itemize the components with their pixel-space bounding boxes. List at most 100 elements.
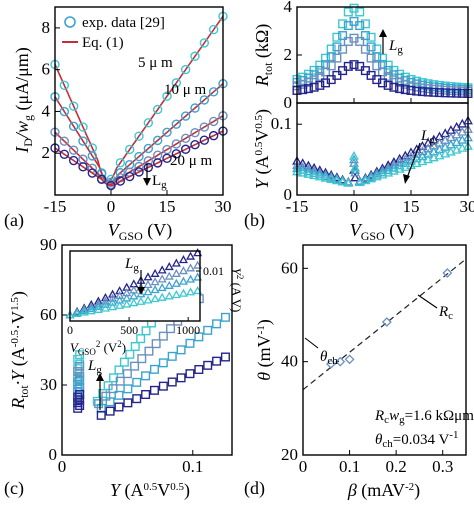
- rtot-point: [395, 84, 405, 94]
- rtot-point: [309, 82, 319, 92]
- data-point-5um: [78, 122, 88, 132]
- data-point-20um: [96, 174, 107, 185]
- inset-point: [86, 303, 96, 313]
- ry-point: [203, 360, 213, 370]
- ry-point: [149, 385, 159, 395]
- y-point: [350, 162, 361, 172]
- arrow-shaft: [406, 142, 421, 179]
- arrow-head: [137, 287, 145, 295]
- inset-point: [129, 298, 139, 307]
- data-point-5um: [180, 64, 191, 75]
- ry-clump-point: [73, 364, 83, 374]
- panel-a-xtick-label: -15: [44, 197, 67, 216]
- panel-b-bottom-frame: [296, 102, 469, 196]
- rtot-point: [321, 53, 331, 63]
- y-point: [350, 165, 361, 174]
- y-point: [417, 156, 428, 166]
- y-point: [350, 172, 361, 182]
- y-point: [349, 150, 359, 160]
- arrow-head: [379, 29, 387, 37]
- inset-point: [136, 289, 146, 298]
- rtot-point: [378, 78, 388, 88]
- inset-point: [150, 277, 160, 286]
- inset-point: [171, 290, 181, 299]
- panel-a-xtick-label: 0: [107, 197, 116, 216]
- rc-pointer: [417, 294, 438, 309]
- ry-clump-point: [75, 401, 85, 411]
- inset-ticks: 0 500 1000 0.01: [67, 264, 224, 337]
- panel-c-xtick-label: 0.1: [182, 457, 203, 476]
- y-point: [377, 169, 388, 179]
- panel-d-frame: [302, 244, 467, 456]
- ry-clump-point: [75, 395, 85, 405]
- rtot-point: [389, 82, 399, 92]
- panel-b-xtick-label: 30: [460, 197, 474, 216]
- data-point-5um: [162, 91, 172, 101]
- rtot-point: [378, 67, 388, 77]
- data-point-15um: [68, 145, 79, 155]
- ry-point: [220, 352, 230, 362]
- rtot-point: [303, 77, 313, 87]
- data-point-5um: [208, 24, 219, 35]
- inset-point: [171, 278, 181, 287]
- ry-clump-point: [73, 392, 83, 402]
- panel-d-xlabel: β (mAV-2): [347, 480, 420, 501]
- panel-a-xtick-label: 30: [215, 197, 232, 216]
- rtot-point: [332, 32, 342, 42]
- y-point: [457, 142, 468, 152]
- y-point: [434, 150, 445, 160]
- y-point: [388, 165, 399, 175]
- data-point-20um: [78, 162, 88, 172]
- rtot-point: [360, 44, 370, 54]
- panel-d-xtick-label: 0.1: [339, 457, 360, 476]
- panel-a-ticks: -15 0 15 30 2 4 6 8: [42, 18, 232, 216]
- arrow-head: [96, 373, 104, 381]
- panel-a-legend: exp. data [29] Eq. (1): [62, 15, 165, 51]
- arrow-label-lg: Lg: [124, 256, 139, 274]
- data-point-5um: [115, 158, 126, 168]
- y-point: [350, 167, 361, 177]
- rtot-point: [321, 67, 331, 77]
- fit-curve-15um: [54, 115, 224, 186]
- data-point-10um: [152, 135, 163, 146]
- ry-point: [115, 376, 125, 386]
- ry-point: [158, 331, 168, 341]
- panel-b-bottom-arrow: Lg: [403, 128, 435, 184]
- rtot-point: [395, 77, 405, 87]
- legend-label-eq: Eq. (1): [82, 35, 124, 51]
- rtot-point: [366, 32, 376, 42]
- thetach-pointer: [304, 337, 319, 349]
- data-point-10um: [68, 121, 79, 132]
- data-point-20um: [68, 155, 79, 166]
- arrow-label-lg: Lg: [87, 358, 102, 376]
- y-point: [303, 163, 314, 173]
- panel-b-xtick-label: -15: [286, 197, 309, 216]
- inset-point: [157, 282, 167, 292]
- inset-point: [93, 304, 103, 313]
- rtot-point: [355, 36, 365, 46]
- ry-point: [141, 371, 151, 381]
- data-point-20um: [180, 144, 191, 154]
- panel-c-ticks: 0 0.1 0 30 60 90: [40, 235, 203, 476]
- data-point-15um: [162, 144, 172, 155]
- rtot-point: [326, 44, 336, 54]
- ry-point: [123, 384, 133, 394]
- panel-d-ytick-label: 40: [281, 352, 298, 371]
- inset-point: [164, 280, 174, 289]
- data-point-15um: [180, 133, 191, 144]
- panel-a-arrow: Lg: [143, 164, 167, 191]
- rtot-point: [315, 65, 325, 75]
- panel-b-top-marks: [292, 3, 473, 98]
- inset-point: [108, 297, 118, 306]
- inset-point: [171, 258, 181, 267]
- ry-clump-point: [75, 350, 85, 360]
- y-point: [400, 162, 411, 171]
- y-point: [366, 173, 377, 183]
- data-point-5um: [68, 101, 79, 111]
- y-point: [314, 167, 325, 177]
- y-point: [337, 176, 348, 186]
- y-point: [320, 167, 331, 177]
- y-point: [320, 172, 331, 182]
- rtot-point: [366, 53, 376, 63]
